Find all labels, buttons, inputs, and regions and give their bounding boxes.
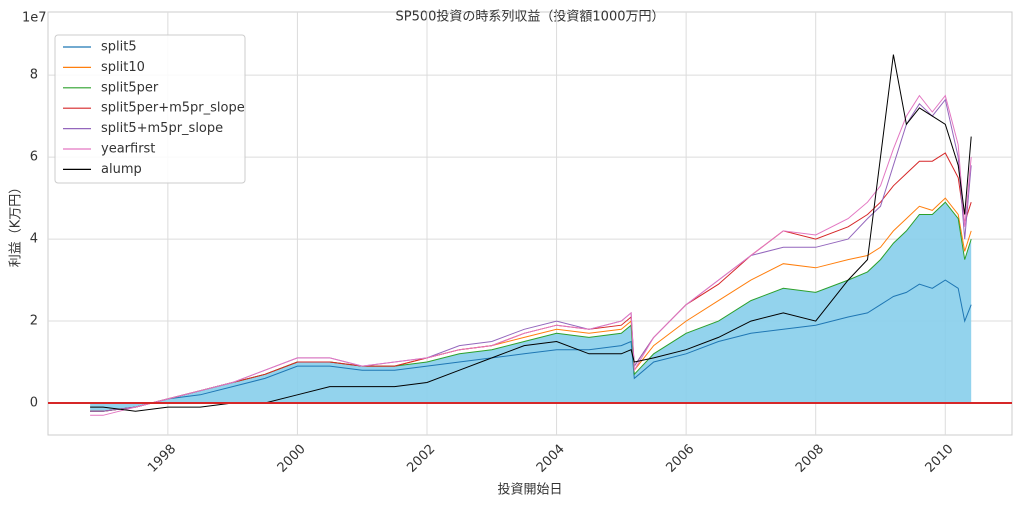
x-tick-label: 2004 <box>534 442 568 476</box>
legend-label: split5per <box>101 80 159 95</box>
legend-label: split5per+m5pr_slope <box>101 101 245 116</box>
x-tick-label: 2010 <box>923 442 957 476</box>
legend-label: alump <box>101 162 142 177</box>
legend-label: yearfirst <box>101 142 155 157</box>
x-tick-label: 1998 <box>145 442 179 476</box>
chart-title: SP500投資の時系列収益（投資額1000万円） <box>396 9 665 25</box>
x-axis-label: 投資開始日 <box>497 482 562 498</box>
series-line <box>90 94 972 416</box>
legend-label: split10 <box>101 60 145 75</box>
y-tick-label: 4 <box>30 232 38 247</box>
y-tick-label: 6 <box>30 150 38 165</box>
area-fill <box>90 202 972 412</box>
x-tick-label: 2002 <box>404 442 438 476</box>
y-axis-label: 利益（K万円） <box>9 181 24 268</box>
y-tick-label: 0 <box>30 396 38 411</box>
y-tick-label: 8 <box>30 68 38 83</box>
x-tick-label: 2008 <box>793 442 827 476</box>
y-tick-label: 2 <box>30 314 38 329</box>
legend-box <box>54 34 246 184</box>
y-offset-label: 1e7 <box>22 11 47 26</box>
legend-label: split5+m5pr_slope <box>101 121 223 136</box>
x-tick-label: 2000 <box>275 442 309 476</box>
legend-label: split5 <box>101 40 137 55</box>
series-line <box>90 279 972 412</box>
x-tick-label: 2006 <box>663 442 697 476</box>
